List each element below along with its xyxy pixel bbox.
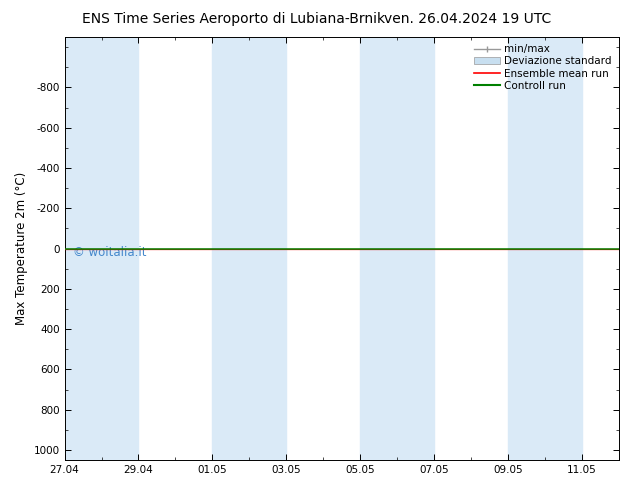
- Y-axis label: Max Temperature 2m (°C): Max Temperature 2m (°C): [15, 172, 28, 325]
- Bar: [212, 37, 287, 460]
- Text: ENS Time Series Aeroporto di Lubiana-Brnik: ENS Time Series Aeroporto di Lubiana-Brn…: [82, 12, 385, 26]
- Legend: min/max, Deviazione standard, Ensemble mean run, Controll run: min/max, Deviazione standard, Ensemble m…: [470, 40, 616, 95]
- Text: © woitalia.it: © woitalia.it: [73, 246, 146, 260]
- Bar: [360, 37, 434, 460]
- Bar: [508, 37, 582, 460]
- Text: ven. 26.04.2024 19 UTC: ven. 26.04.2024 19 UTC: [384, 12, 552, 26]
- Bar: [65, 37, 138, 460]
